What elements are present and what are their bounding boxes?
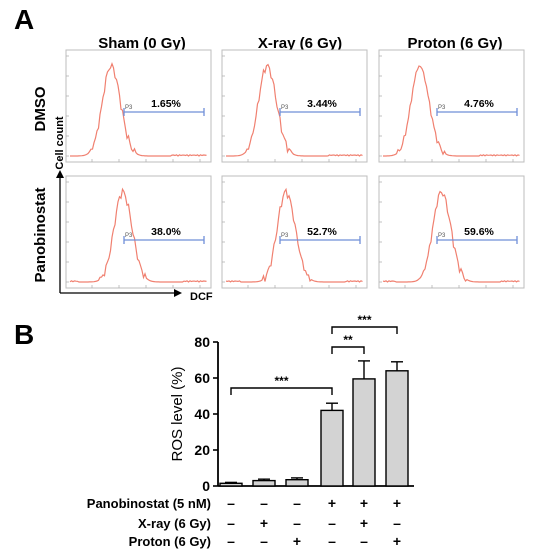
flow-panel-0-0: P3 1.65%: [65, 49, 212, 163]
histogram-curve: [382, 190, 520, 283]
treatment-mark-1-3: –: [293, 495, 301, 511]
gate-label: P3: [281, 105, 289, 111]
flow-panel-frame: [221, 49, 368, 163]
y-tick-label-40: 40: [194, 406, 210, 422]
bar-5: [352, 378, 376, 487]
gate-percentage: 52.7%: [307, 226, 337, 238]
treatment-mark-1-2: –: [260, 495, 268, 511]
gate-label: P3: [281, 233, 289, 239]
flow-panel-ticks: [66, 181, 201, 288]
bar-1: [219, 482, 243, 487]
flow-panel-ticks: [379, 55, 514, 162]
cell-count-arrow: [56, 170, 64, 293]
bracket-line: [331, 346, 365, 354]
gate-label: P3: [125, 105, 133, 111]
y-tick-label-0: 0: [202, 478, 210, 494]
row-label-dmso: DMSO: [32, 86, 49, 131]
bar-4: [320, 409, 344, 487]
bar-2: [252, 479, 276, 487]
treatment-mark-1-1: –: [227, 495, 235, 511]
column-title-proton: Proton (6 Gy): [407, 35, 502, 52]
treatment-mark-2-2: +: [260, 515, 268, 531]
bracket-line: [331, 326, 398, 334]
y-tick-label-60: 60: [194, 370, 210, 386]
bar-3: [285, 479, 309, 487]
flow-panel-1-2: P3 59.6%: [378, 175, 525, 289]
flow-histogram-grid: P3 1.65% P3 3.44% P3 4.76% P3 38.0% P3 52.7% P3 59.…: [65, 49, 525, 289]
gate-percentage: 3.44%: [307, 98, 337, 110]
treatment-label-1: Panobinostat (5 nM): [87, 496, 211, 511]
flow-panel-frame: [65, 175, 212, 289]
y-tick-label-20: 20: [194, 442, 210, 458]
flow-panel-ticks: [222, 55, 357, 162]
row-label-panobinostat: Panobinostat: [32, 187, 49, 282]
significance-bracket-2: **: [331, 333, 365, 354]
significance-stars: **: [343, 333, 353, 347]
flow-panel-ticks: [379, 181, 514, 288]
bar-6: [385, 370, 409, 487]
histogram-curve: [70, 62, 207, 157]
treatment-mark-2-6: –: [393, 515, 401, 531]
gate-label: P3: [438, 105, 446, 111]
histogram-curve: [225, 187, 363, 283]
y-axis-title: ROS level (%): [169, 366, 186, 461]
gate-percentage: 59.6%: [464, 226, 494, 238]
significance-stars: ***: [357, 313, 371, 327]
flow-panel-frame: [221, 175, 368, 289]
flow-panel-ticks: [222, 181, 357, 288]
treatment-mark-3-5: –: [360, 533, 368, 549]
histogram-curve: [383, 65, 520, 157]
significance-stars: ***: [274, 374, 288, 388]
histogram-curve: [226, 63, 363, 157]
treatment-mark-3-3: +: [293, 533, 301, 549]
column-title-sham: Sham (0 Gy): [98, 35, 186, 52]
gate-percentage: 38.0%: [151, 226, 181, 238]
flow-panel-1-0: P3 38.0%: [65, 175, 212, 289]
flow-panel-frame: [378, 49, 525, 163]
treatment-mark-2-3: –: [293, 515, 301, 531]
flow-panel-1-1: P3 52.7%: [221, 175, 368, 289]
treatment-mark-3-2: –: [260, 533, 268, 549]
treatment-mark-2-1: –: [227, 515, 235, 531]
significance-bracket-1: ***: [230, 374, 333, 395]
treatment-mark-1-4: +: [328, 495, 336, 511]
flow-panel-ticks: [66, 55, 201, 162]
bracket-line: [230, 387, 333, 395]
gate-percentage: 1.65%: [151, 98, 181, 110]
cell-count-axis-label: Cell count: [54, 116, 66, 170]
column-title-xray: X-ray (6 Gy): [258, 35, 342, 52]
panel-a-label: A: [14, 4, 34, 35]
gate-percentage: 4.76%: [464, 98, 494, 110]
histogram-curve: [69, 187, 207, 283]
significance-bracket-3: ***: [331, 313, 398, 334]
flow-panel-0-2: P3 4.76%: [378, 49, 525, 163]
dcf-axis-label: DCF: [190, 291, 213, 303]
flow-panel-frame: [65, 49, 212, 163]
gate-label: P3: [438, 233, 446, 239]
panel-b-label: B: [14, 319, 34, 350]
gate-label: P3: [125, 233, 133, 239]
treatment-mark-2-4: –: [328, 515, 336, 531]
treatment-mark-3-6: +: [393, 533, 401, 549]
y-tick-label-80: 80: [194, 334, 210, 350]
dcf-arrow: [60, 289, 182, 297]
treatment-mark-1-6: +: [393, 495, 401, 511]
treatment-mark-3-1: –: [227, 533, 235, 549]
treatment-mark-2-5: +: [360, 515, 368, 531]
treatment-label-3: Proton (6 Gy): [129, 534, 211, 549]
treatment-mark-3-4: –: [328, 533, 336, 549]
treatment-mark-1-5: +: [360, 495, 368, 511]
flow-panel-0-1: P3 3.44%: [221, 49, 368, 163]
treatment-label-2: X-ray (6 Gy): [138, 516, 211, 531]
